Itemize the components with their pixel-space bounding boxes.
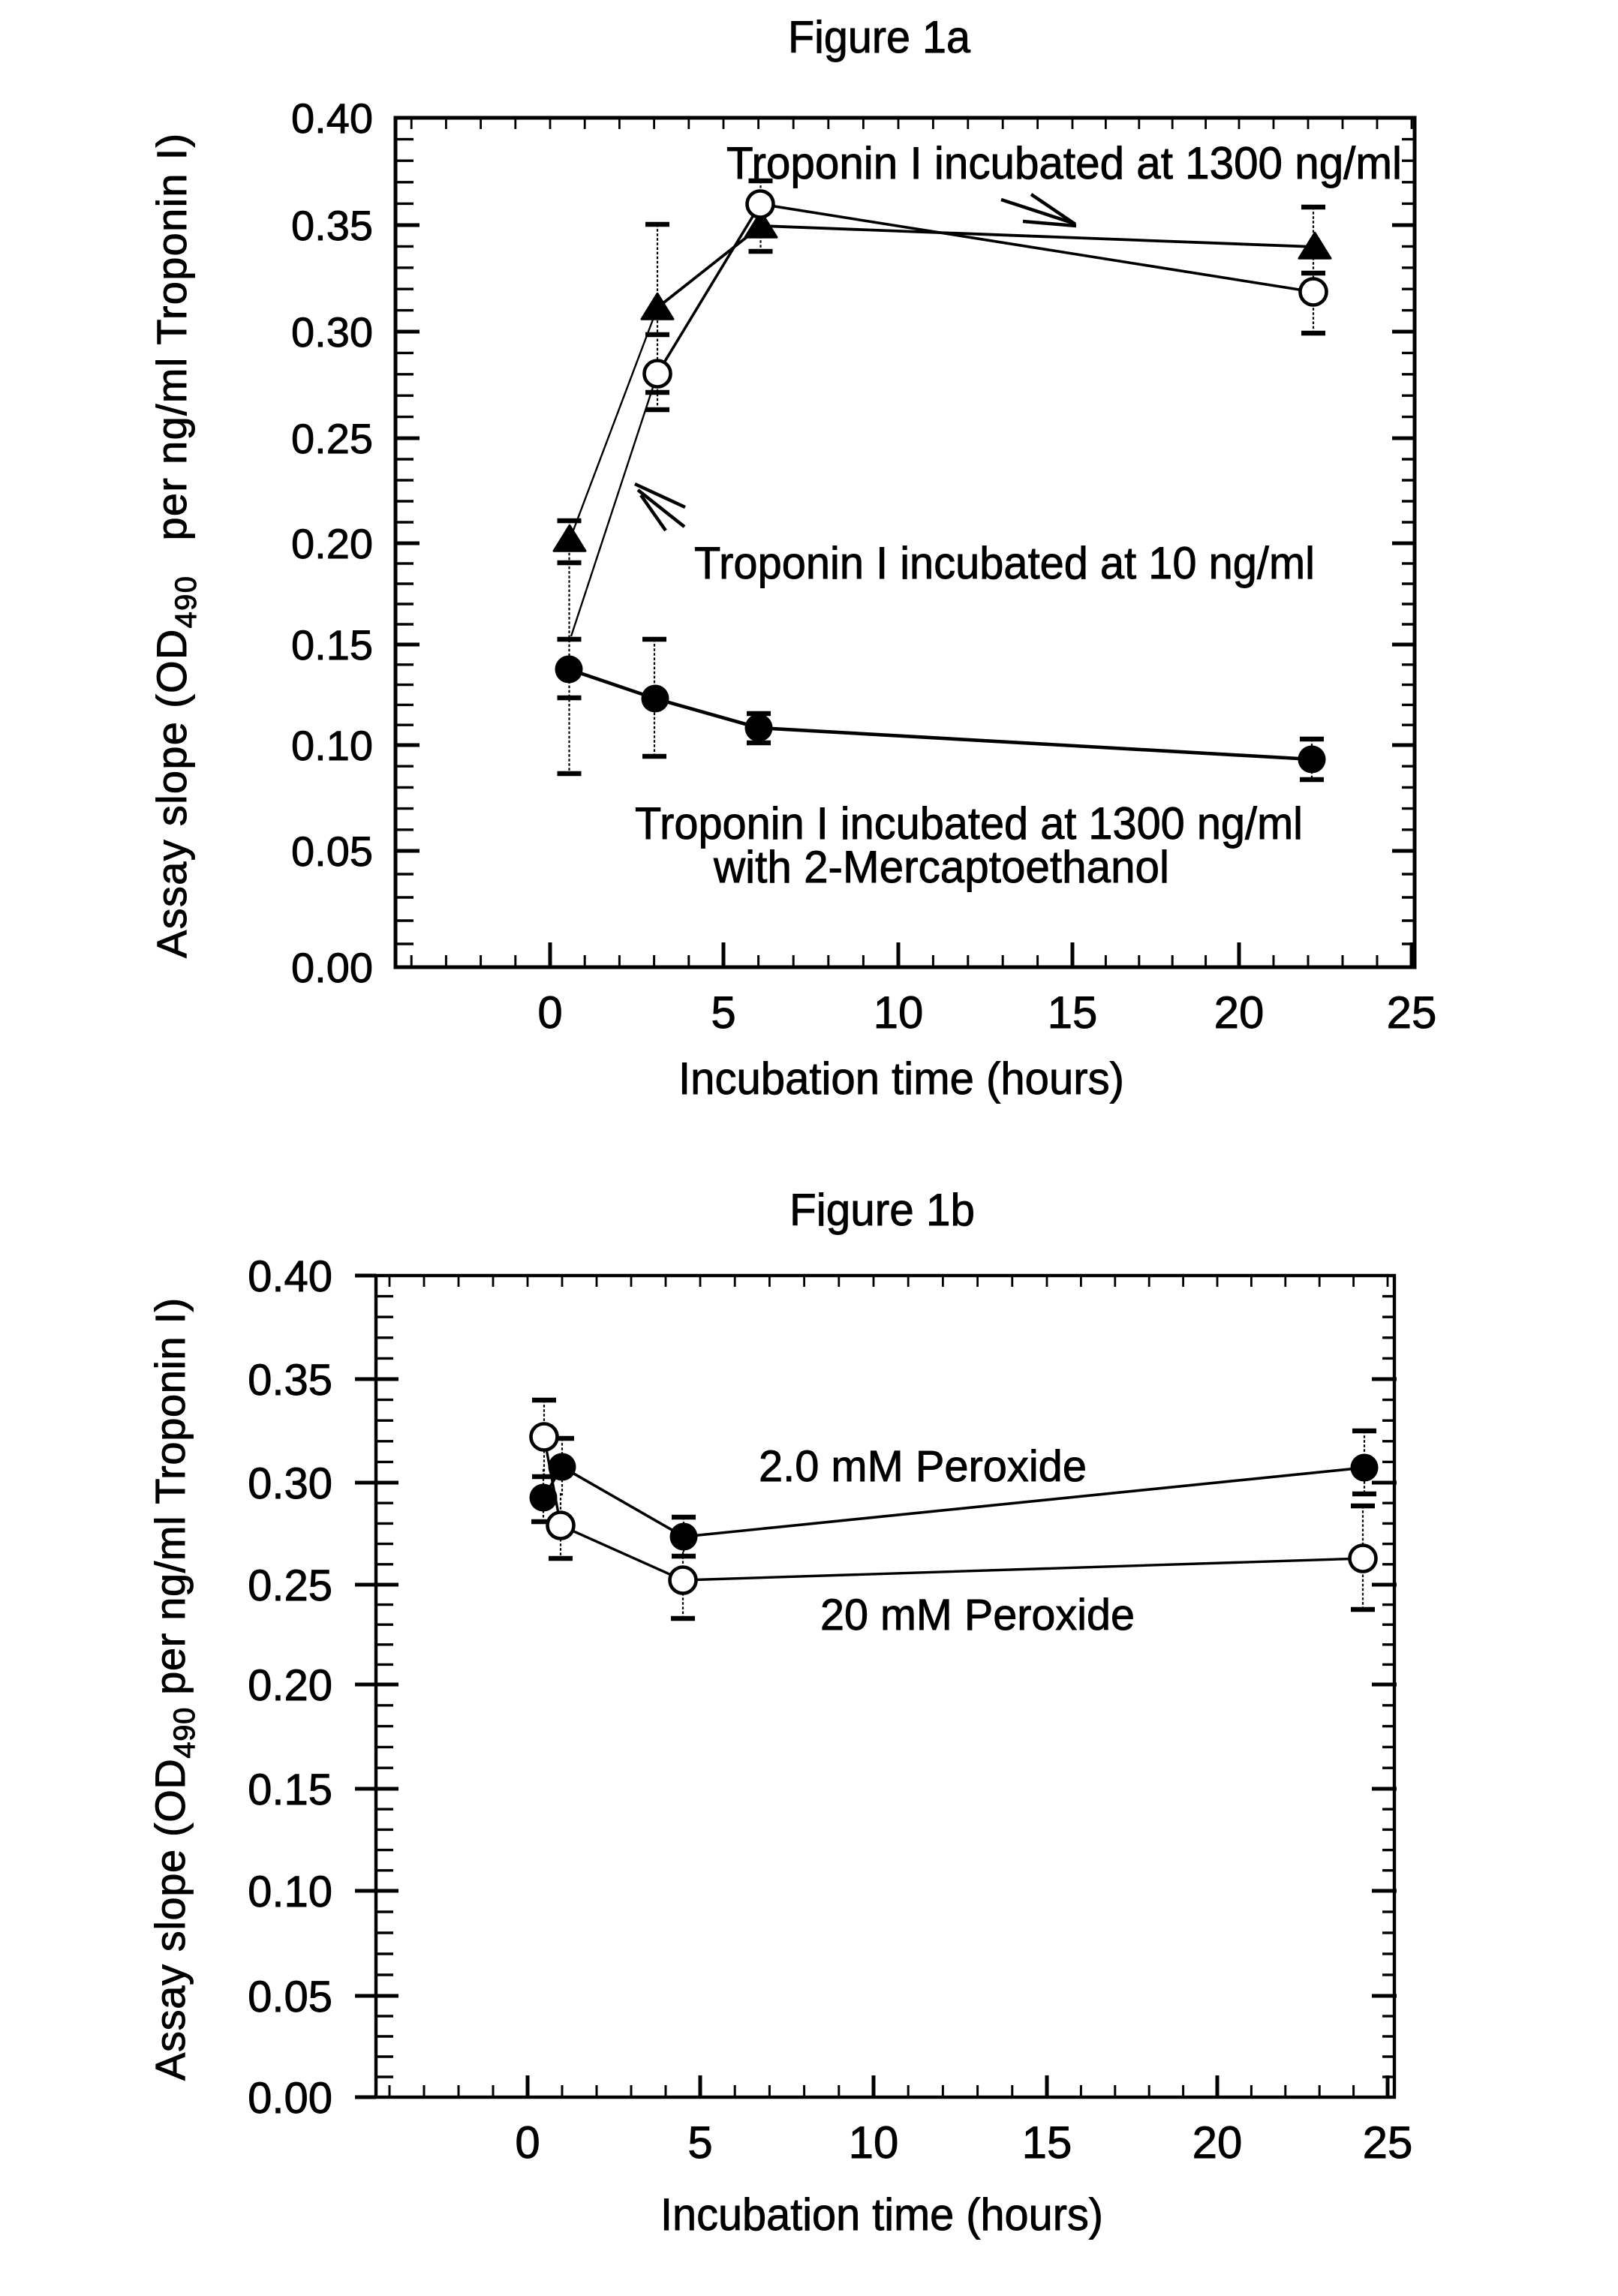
svg-text:0.15: 0.15	[248, 1766, 332, 1814]
svg-text:0.35: 0.35	[248, 1356, 332, 1405]
svg-text:20 mM Peroxide: 20 mM Peroxide	[820, 1591, 1135, 1639]
svg-text:0.30: 0.30	[291, 308, 373, 356]
svg-text:15: 15	[1022, 2117, 1072, 2168]
svg-text:0.20: 0.20	[248, 1661, 332, 1710]
svg-text:20: 20	[1192, 2117, 1243, 2168]
svg-text:10: 10	[849, 2117, 899, 2168]
svg-text:Troponin I incubated at 1300 n: Troponin I incubated at 1300 ng/ml	[635, 798, 1303, 849]
svg-text:0.10: 0.10	[248, 1868, 332, 1916]
svg-text:0.20: 0.20	[291, 520, 373, 567]
svg-text:0.40: 0.40	[291, 95, 373, 142]
svg-text:25: 25	[1363, 2117, 1413, 2168]
svg-text:15: 15	[1048, 987, 1098, 1038]
svg-text:Incubation time (hours): Incubation time (hours)	[678, 1053, 1124, 1104]
svg-text:Assay slope (OD490 per ng/ml: Assay slope (OD490 per ng/ml Troponin I)	[148, 133, 203, 958]
svg-text:0.10: 0.10	[291, 722, 373, 769]
svg-text:0.05: 0.05	[248, 1973, 332, 2021]
svg-text:Troponin I incubated at 1300 n: Troponin I incubated at 1300 ng/ml	[726, 138, 1402, 188]
svg-text:Assay slope (OD490 per ng/ml T: Assay slope (OD490 per ng/ml Troponin I)	[146, 1297, 201, 2081]
svg-text:0.25: 0.25	[291, 415, 373, 462]
svg-text:0.30: 0.30	[248, 1459, 332, 1508]
svg-text:2.0 mM Peroxide: 2.0 mM Peroxide	[759, 1442, 1087, 1491]
svg-text:20: 20	[1214, 987, 1265, 1038]
svg-text:0.40: 0.40	[248, 1252, 332, 1301]
svg-text:Troponin I incubated at 10 ng/: Troponin I incubated at 10 ng/ml	[694, 538, 1315, 588]
svg-text:5: 5	[687, 2117, 712, 2168]
svg-text:Figure 1b: Figure 1b	[789, 1185, 975, 1235]
svg-text:25: 25	[1387, 987, 1437, 1038]
svg-text:0.25: 0.25	[248, 1561, 332, 1610]
svg-text:Incubation time (hours): Incubation time (hours)	[660, 2189, 1103, 2240]
svg-text:0.00: 0.00	[291, 944, 373, 991]
svg-text:0: 0	[515, 2117, 540, 2168]
svg-text:0.00: 0.00	[248, 2074, 332, 2123]
svg-text:with 2-Mercaptoethanol: with 2-Mercaptoethanol	[713, 842, 1169, 892]
svg-text:0.15: 0.15	[291, 621, 373, 669]
svg-text:10: 10	[874, 987, 924, 1038]
svg-text:5: 5	[711, 987, 735, 1038]
svg-text:Figure 1a: Figure 1a	[788, 12, 971, 62]
svg-text:0: 0	[537, 987, 562, 1038]
svg-text:0.05: 0.05	[291, 828, 373, 875]
svg-text:0.35: 0.35	[291, 202, 373, 249]
